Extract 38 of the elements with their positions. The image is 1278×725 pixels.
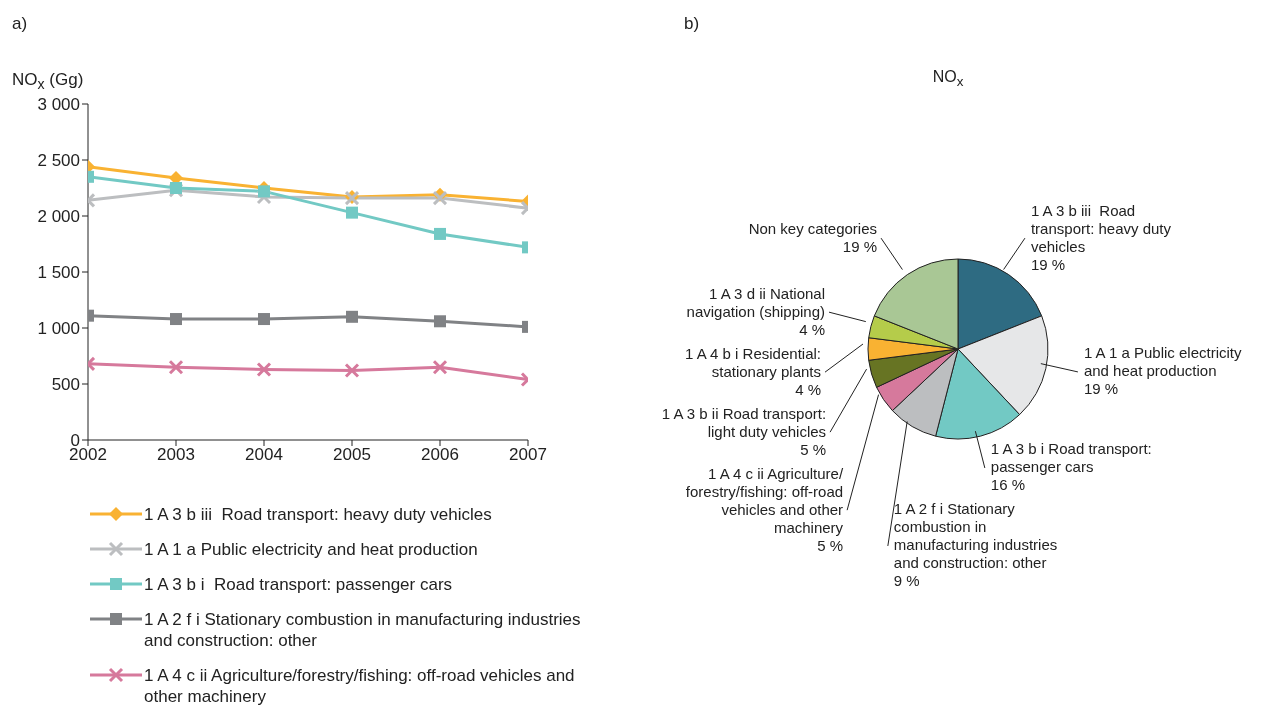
y-tick-label: 500 [51,375,80,395]
data-label: 5 % [800,440,827,458]
slice-label: 1 A 3 b iii Road transport: heavy duty vehicles [1030,201,1172,255]
y-tick-label: 3 000 [37,95,80,115]
slice-label: Non key categories [748,219,878,237]
legend-label: 1 A 3 b i Road transport: passenger cars [144,574,453,595]
data-label: 19 % [842,237,878,255]
slice-label: 1 A 3 b ii Road transport: light duty vehicles [661,404,827,440]
slice-label: 1 A 3 b i Road transport: passenger cars [990,440,1152,476]
x-tick-label: 2004 [245,445,283,465]
legend-label: 1 A 4 c ii Agriculture/forestry/fishing: off-road vehicles and other machinery [144,665,576,707]
data-label: 19 % [1030,255,1066,273]
slice-label: 1 A 4 c ii Agriculture/ forestry/fishing: off-road vehicles and other machinery [685,464,844,536]
slice-label: 1 A 1 a Public electricity and heat production [1083,344,1242,380]
data-label: 16 % [990,476,1026,494]
x-tick-label: 2003 [157,445,195,465]
y-tick-label: 1 000 [37,319,80,339]
y-axis-title: NO$_{x}$ (Gg) [12,70,84,93]
y-tick-label: 2 500 [37,151,80,171]
y-tick-label: 2 000 [37,207,80,227]
y-tick-label: 1 500 [37,263,80,283]
slice-label: 1 A 3 d ii National navigation (shipping) [686,284,826,320]
data-label: 4 % [795,380,821,398]
slice-label: 1 A 2 f i Stationary combustion in manufacturing industries and construction: other [893,500,1058,572]
legend-label: 1 A 1 a Public electricity and heat production [144,539,478,560]
x-tick-label: 2005 [333,445,371,465]
data-label: 19 % [1083,380,1119,398]
legend-label: 1 A 2 f i Stationary combustion in manufacturing industries and construction: other [144,609,582,651]
chart-title: NO$_{x}$ [931,68,965,90]
slice-label: 1 A 4 b i Residential: stationary plants [685,344,821,380]
x-tick-label: 2007 [509,445,547,465]
legend-label: 1 A 3 b iii Road transport: heavy duty vehicles [144,504,492,525]
text: b) [684,14,701,35]
data-label: 5 % [817,536,844,554]
text: a) [12,14,29,35]
data-label: 9 % [893,572,920,590]
data-label: 4 % [799,320,826,338]
x-tick-label: 2006 [421,445,459,465]
